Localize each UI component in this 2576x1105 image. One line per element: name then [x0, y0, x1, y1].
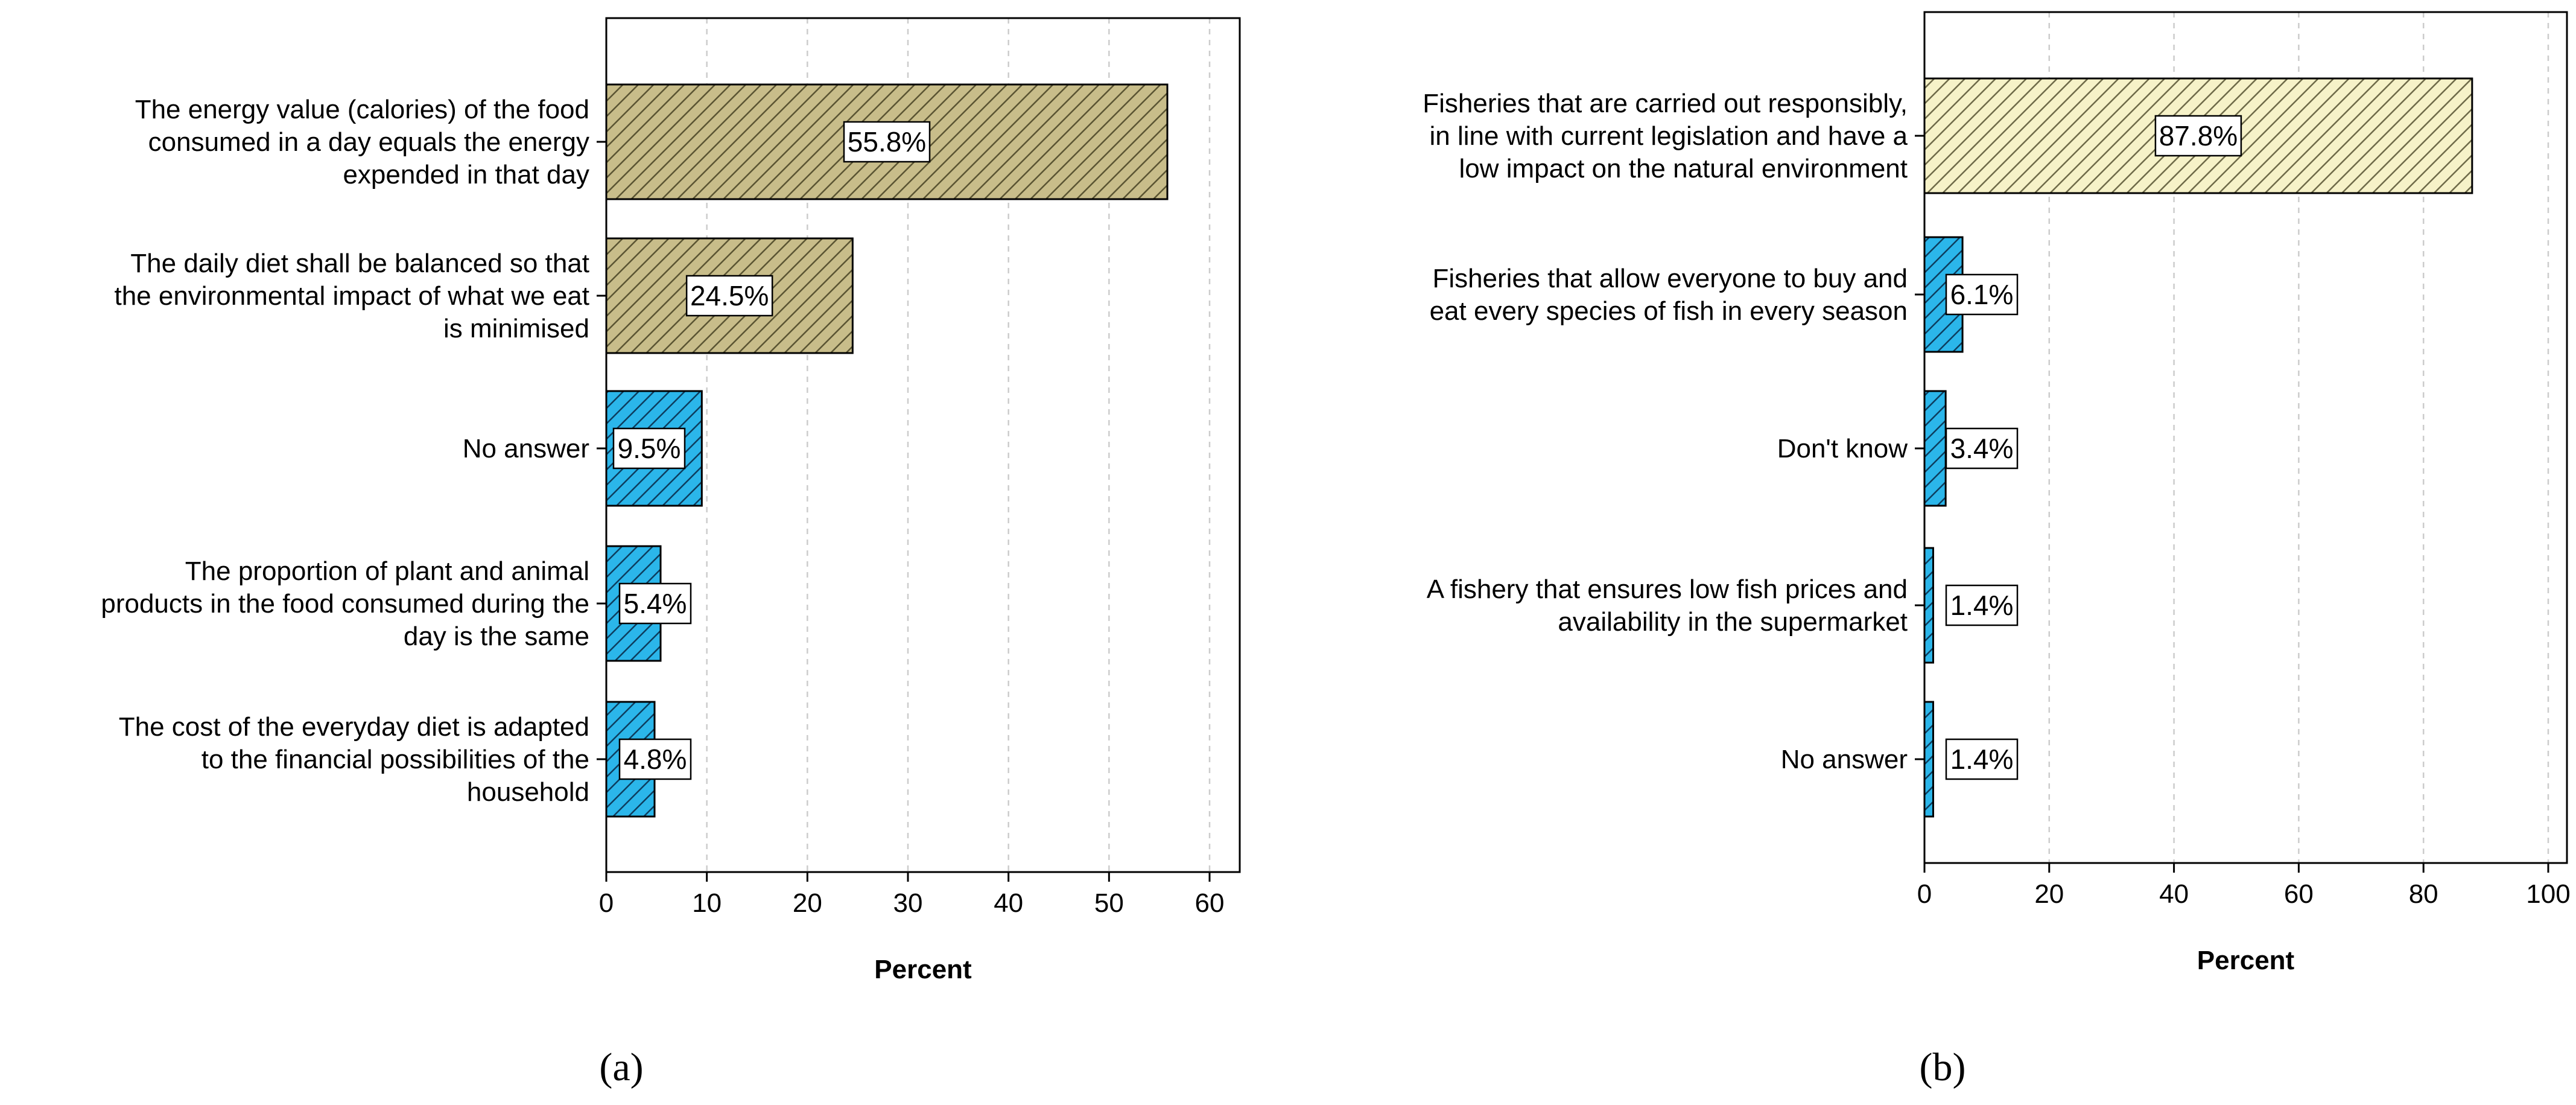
category-label: Fisheries that allow everyone to buy and…: [1430, 264, 1908, 326]
category-label-line: The cost of the everyday diet is adapted: [119, 712, 589, 742]
x-tick-label: 0: [599, 888, 614, 918]
data-label-box: [1945, 584, 2019, 626]
category-label-line: The proportion of plant and animal: [185, 556, 589, 586]
chart-panel-a: 0 10 20 30 40 50 60 Percent The energy value (ca…: [101, 17, 1241, 1089]
category-label-line: the environmental impact of what we eat: [114, 281, 589, 311]
data-label-box: [618, 582, 692, 625]
data-label: 24.5%: [690, 280, 769, 311]
category-label: Fisheries that are carried out responsib…: [1423, 89, 1908, 183]
category-label: The energy value (calories) of the food c…: [135, 95, 589, 189]
data-label: 5.4%: [624, 588, 687, 619]
x-tick-label: 0: [1917, 879, 1932, 909]
category-label-line: The energy value (calories) of the food: [135, 95, 589, 124]
x-axis-title: Percent: [874, 955, 972, 984]
category-label-line: in line with current legislation and hav…: [1430, 121, 1908, 151]
panel-label: (a): [599, 1045, 643, 1089]
category-label-line: eat every species of fish in every seaso…: [1430, 296, 1908, 326]
category-label: No answer: [1781, 745, 1908, 774]
x-tick-label: 20: [2034, 879, 2064, 909]
category-label-line: Fisheries that are carried out responsib…: [1423, 89, 1908, 118]
category-label-line: availability in the supermarket: [1558, 607, 1908, 637]
x-tick-label: 60: [2284, 879, 2314, 909]
x-tick-label: 30: [893, 888, 923, 918]
category-label-line: No answer: [1781, 745, 1908, 774]
category-label: The proportion of plant and animal produc…: [101, 556, 589, 651]
category-label-line: to the financial possibilities of the: [201, 745, 589, 774]
x-tick-label: 50: [1094, 888, 1124, 918]
category-label-line: day is the same: [404, 622, 589, 651]
category-label: The cost of the everyday diet is adapted…: [119, 712, 589, 807]
data-label: 6.1%: [1950, 279, 2014, 310]
category-label-line: products in the food consumed during the: [101, 589, 589, 619]
x-tick-label: 80: [2409, 879, 2438, 909]
bar: [1923, 547, 1934, 664]
category-label-line: Fisheries that allow everyone to buy and: [1432, 264, 1908, 293]
chart-panel-b: 0 20 40 60 80 100 Percent Fisheries that are ca…: [1423, 11, 2571, 1089]
category-label-line: low impact on the natural environment: [1459, 154, 1908, 183]
x-tick-label: 40: [2159, 879, 2189, 909]
category-label-line: Don't know: [1777, 434, 1908, 463]
data-label-box: [1945, 738, 2019, 780]
data-label-box: [618, 738, 692, 780]
data-label: 1.4%: [1950, 744, 2014, 775]
category-label-line: No answer: [463, 434, 589, 463]
data-label-box: [612, 427, 686, 470]
category-label-line: household: [467, 777, 589, 807]
panel-label: (b): [1920, 1045, 1966, 1089]
x-tick-label: 20: [793, 888, 822, 918]
data-label-box: [843, 121, 931, 163]
category-label-line: expended in that day: [343, 160, 589, 189]
data-label: 4.8%: [624, 744, 687, 775]
x-tick-label: 100: [2526, 879, 2570, 909]
x-tick-label: 40: [994, 888, 1023, 918]
bar: [1923, 390, 1947, 507]
category-label: Don't know: [1777, 434, 1908, 463]
category-label-line: is minimised: [443, 314, 589, 343]
data-label: 55.8%: [848, 126, 926, 158]
category-label-line: A fishery that ensures low fish prices a…: [1427, 575, 1908, 604]
x-tick-label: 60: [1195, 888, 1225, 918]
category-label: A fishery that ensures low fish prices a…: [1427, 575, 1908, 637]
data-label-box: [1945, 273, 2019, 316]
x-axis-title: Percent: [2197, 946, 2295, 975]
data-label-box: [1945, 427, 2019, 470]
category-label-line: consumed in a day equals the energy: [148, 127, 589, 157]
data-label: 9.5%: [618, 433, 681, 464]
category-label: The daily diet shall be balanced so that…: [114, 249, 589, 343]
bar: [1923, 701, 1934, 818]
data-label: 87.8%: [2159, 120, 2238, 151]
data-label: 3.4%: [1950, 433, 2014, 464]
category-label: No answer: [463, 434, 589, 463]
data-label-box: [685, 275, 773, 317]
category-label-line: The daily diet shall be balanced so that: [130, 249, 589, 278]
data-label-box: [2154, 115, 2242, 157]
data-label: 1.4%: [1950, 590, 2014, 621]
x-tick-label: 10: [692, 888, 722, 918]
